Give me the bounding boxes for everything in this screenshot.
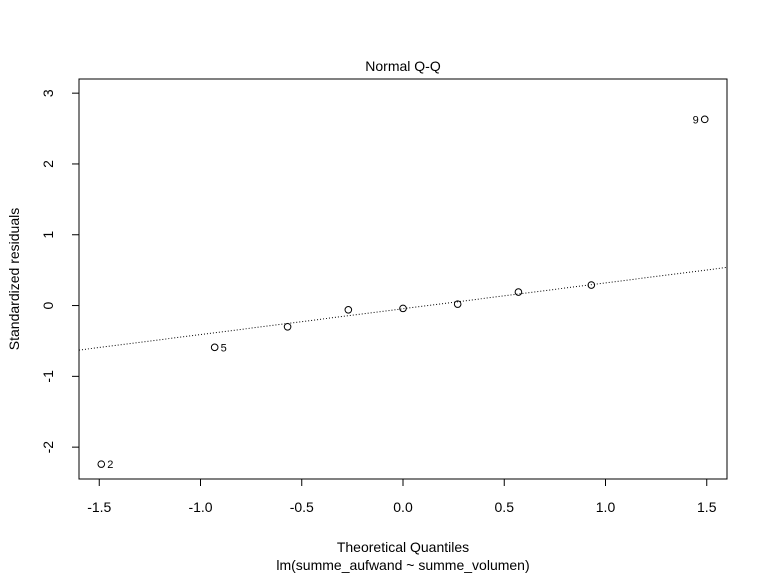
x-axis: -1.5 -1.0 -0.5 0.0 0.5 1.0 1.5 — [87, 478, 717, 515]
y-tick-label: 2 — [40, 160, 56, 168]
data-point — [344, 305, 353, 314]
x-tick-label: -0.5 — [290, 499, 314, 515]
point-label: 9 — [693, 114, 699, 126]
x-tick-label: -1.5 — [87, 499, 111, 515]
reference-line — [79, 266, 727, 351]
x-tick-label: 0.0 — [393, 499, 413, 515]
x-tick-label: 0.5 — [495, 499, 515, 515]
model-formula-label: lm(summe_aufwand ~ summe_volumen) — [276, 557, 529, 573]
y-tick-label: -2 — [40, 441, 56, 454]
data-point — [283, 322, 292, 331]
data-point — [587, 281, 596, 289]
y-tick-label: 1 — [40, 231, 56, 239]
data-point — [453, 300, 462, 308]
data-point — [514, 288, 523, 296]
y-axis: -2 -1 0 1 2 3 — [40, 89, 80, 454]
y-tick-label: 3 — [40, 89, 56, 97]
x-tick-label: 1.0 — [596, 499, 616, 515]
point-label: 2 — [107, 459, 113, 471]
data-point — [700, 115, 709, 124]
points-layer: 2 5 9 — [97, 114, 709, 471]
x-tick-label: -1.0 — [188, 499, 212, 515]
x-axis-label: Theoretical Quantiles — [337, 539, 469, 555]
y-tick-label: -1 — [40, 370, 56, 383]
point-label: 5 — [221, 342, 227, 354]
data-point — [97, 460, 106, 468]
chart-title: Normal Q-Q — [365, 58, 441, 74]
x-tick-label: 1.5 — [697, 499, 717, 515]
y-tick-label: 0 — [40, 301, 56, 309]
data-point — [399, 304, 407, 313]
y-axis-label: Standardized residuals — [6, 208, 22, 350]
data-point — [210, 343, 219, 352]
